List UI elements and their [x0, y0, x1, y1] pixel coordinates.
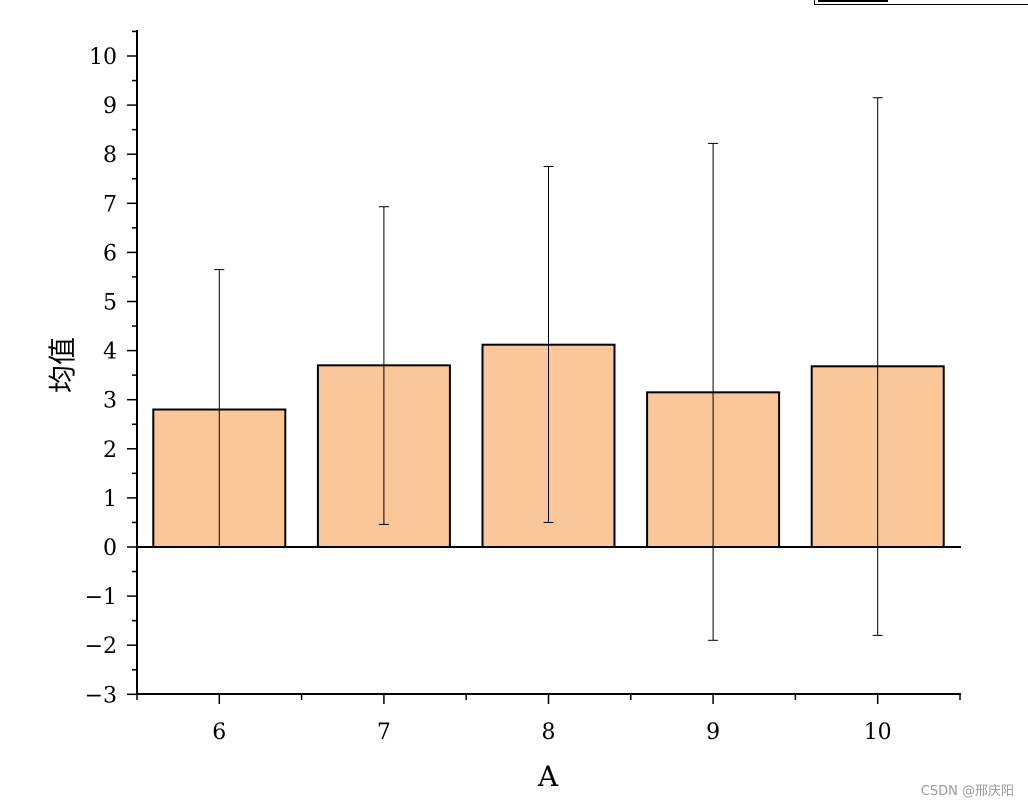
- error-bar-8: [543, 165, 554, 523]
- y-tick-label: −1: [85, 585, 117, 610]
- y-tick-label: 3: [103, 389, 117, 414]
- error-bar-10: [872, 97, 883, 636]
- y-tick-label: −3: [85, 683, 117, 708]
- y-tick-label: 0: [103, 536, 117, 561]
- error-bar-6: [214, 269, 225, 548]
- y-axis-title: 均值: [46, 337, 79, 393]
- x-tick-label: 9: [706, 720, 720, 745]
- y-axis: −3 −2 −1 0 1 2 3 4 5 6 7 8 9 10: [85, 30, 138, 708]
- x-tick-label: 6: [212, 720, 226, 745]
- x-tick-label: 7: [377, 720, 391, 745]
- error-bar-9: [708, 142, 719, 641]
- y-tick-label: 1: [103, 487, 117, 512]
- x-axis: 6 7 8 9 10: [136, 693, 961, 745]
- x-axis-title: A: [537, 760, 559, 793]
- y-tick-label: 6: [103, 241, 117, 266]
- legend-swatch: [818, 0, 888, 2]
- x-tick-label: 10: [864, 720, 892, 745]
- watermark: CSDN @邢庆阳: [920, 784, 1014, 799]
- x-tick-label: 8: [542, 720, 556, 745]
- y-tick-label: 8: [103, 143, 117, 168]
- y-tick-label: 5: [103, 291, 117, 316]
- y-tick-label: 2: [103, 438, 117, 463]
- legend: [814, 0, 1028, 5]
- y-tick-label: 9: [103, 94, 117, 119]
- y-tick-label: 4: [103, 340, 117, 365]
- y-tick-label: −2: [85, 634, 117, 659]
- y-tick-label: 7: [103, 192, 117, 217]
- error-bar-7: [378, 206, 389, 525]
- y-tick-label: 10: [89, 45, 117, 70]
- error-bars-layer: [214, 97, 883, 641]
